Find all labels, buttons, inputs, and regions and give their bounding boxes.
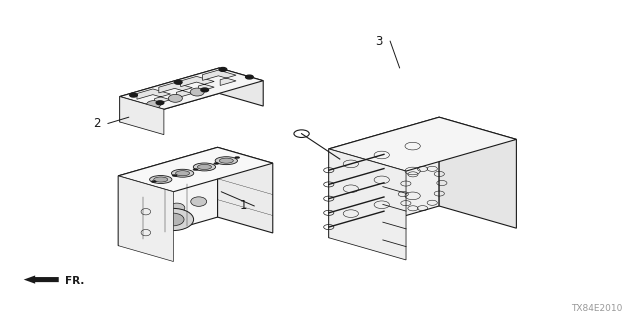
Ellipse shape	[125, 216, 141, 225]
Ellipse shape	[150, 176, 172, 183]
Text: TX84E2010: TX84E2010	[572, 304, 623, 313]
Polygon shape	[120, 68, 219, 122]
Polygon shape	[118, 147, 273, 192]
Ellipse shape	[147, 209, 163, 219]
Polygon shape	[118, 147, 218, 246]
Polygon shape	[202, 70, 236, 85]
Ellipse shape	[215, 157, 237, 164]
Ellipse shape	[172, 175, 177, 176]
Ellipse shape	[193, 169, 198, 171]
Polygon shape	[439, 117, 516, 228]
Ellipse shape	[152, 208, 193, 231]
Polygon shape	[159, 83, 193, 98]
Polygon shape	[120, 68, 263, 109]
Ellipse shape	[220, 158, 234, 163]
Ellipse shape	[162, 213, 184, 226]
Ellipse shape	[147, 101, 161, 108]
Ellipse shape	[191, 197, 207, 206]
Ellipse shape	[214, 163, 219, 164]
Text: FR.: FR.	[65, 276, 84, 286]
Polygon shape	[218, 147, 273, 233]
Text: 3: 3	[375, 35, 383, 48]
Ellipse shape	[169, 203, 185, 212]
Polygon shape	[118, 176, 173, 261]
Text: 2: 2	[93, 117, 100, 130]
Polygon shape	[180, 76, 214, 92]
Polygon shape	[329, 149, 406, 260]
Circle shape	[219, 68, 227, 71]
Polygon shape	[219, 68, 263, 106]
Ellipse shape	[190, 88, 204, 96]
Polygon shape	[120, 97, 164, 135]
Polygon shape	[137, 89, 170, 104]
Circle shape	[175, 80, 182, 84]
Ellipse shape	[175, 171, 189, 176]
Ellipse shape	[154, 177, 168, 182]
Ellipse shape	[193, 163, 216, 171]
Polygon shape	[329, 117, 516, 171]
Ellipse shape	[151, 180, 156, 182]
Ellipse shape	[168, 94, 182, 102]
Text: 1: 1	[239, 199, 246, 212]
Circle shape	[201, 88, 209, 92]
Circle shape	[156, 101, 164, 105]
Circle shape	[130, 93, 138, 97]
Polygon shape	[329, 117, 439, 238]
Circle shape	[246, 75, 253, 79]
Ellipse shape	[198, 164, 211, 170]
Ellipse shape	[172, 169, 194, 177]
Ellipse shape	[125, 107, 139, 115]
Ellipse shape	[235, 156, 240, 158]
FancyArrow shape	[24, 276, 59, 284]
Ellipse shape	[120, 221, 152, 239]
